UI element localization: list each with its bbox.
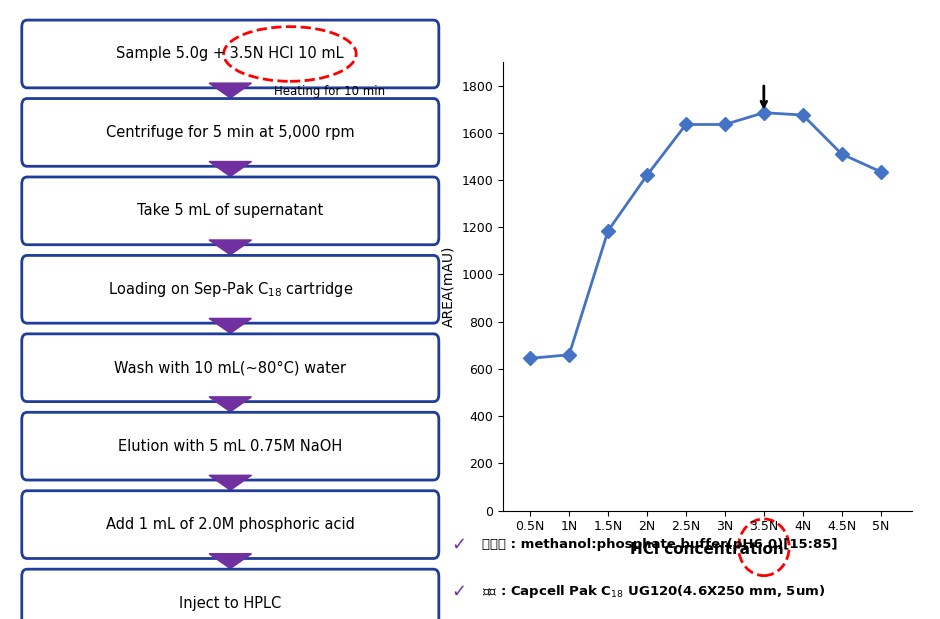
Text: ✓: ✓ [452, 582, 467, 600]
Polygon shape [209, 240, 252, 255]
FancyBboxPatch shape [22, 177, 439, 245]
Text: Sample 5.0g + 3.5N HCl 10 mL: Sample 5.0g + 3.5N HCl 10 mL [117, 46, 344, 61]
FancyBboxPatch shape [22, 334, 439, 402]
FancyBboxPatch shape [22, 569, 439, 619]
Y-axis label: AREA(mAU): AREA(mAU) [442, 246, 456, 327]
Polygon shape [209, 554, 252, 569]
Text: Loading on Sep-Pak C$_{18}$ cartridge: Loading on Sep-Pak C$_{18}$ cartridge [107, 280, 353, 299]
Text: Take 5 mL of supernatant: Take 5 mL of supernatant [137, 204, 323, 219]
Text: 이동상 : methanol:phosphate buffer(pH6.0)[15:85]: 이동상 : methanol:phosphate buffer(pH6.0)[1… [481, 538, 838, 552]
Polygon shape [209, 475, 252, 490]
FancyBboxPatch shape [22, 412, 439, 480]
FancyBboxPatch shape [22, 256, 439, 323]
Polygon shape [209, 162, 252, 176]
Text: Add 1 mL of 2.0M phosphoric acid: Add 1 mL of 2.0M phosphoric acid [106, 517, 354, 532]
Polygon shape [209, 397, 252, 412]
Text: Centrifuge for 5 min at 5,000 rpm: Centrifuge for 5 min at 5,000 rpm [106, 125, 354, 140]
FancyBboxPatch shape [22, 491, 439, 558]
X-axis label: HCl concentration: HCl concentration [631, 542, 784, 556]
Text: Inject to HPLC: Inject to HPLC [180, 595, 281, 610]
FancyBboxPatch shape [22, 98, 439, 167]
Text: ✓: ✓ [452, 535, 467, 554]
Text: Elution with 5 mL 0.75M NaOH: Elution with 5 mL 0.75M NaOH [118, 439, 342, 454]
FancyBboxPatch shape [22, 20, 439, 88]
Text: Wash with 10 mL(∼80°C) water: Wash with 10 mL(∼80°C) water [115, 360, 346, 375]
Text: Heating for 10 min: Heating for 10 min [274, 85, 385, 98]
Polygon shape [209, 318, 252, 333]
Text: 콜럼 : Capcell Pak C$_{18}$ UG120(4.6X250 mm, 5um): 콜럼 : Capcell Pak C$_{18}$ UG120(4.6X250 … [481, 582, 825, 600]
Polygon shape [209, 83, 252, 98]
